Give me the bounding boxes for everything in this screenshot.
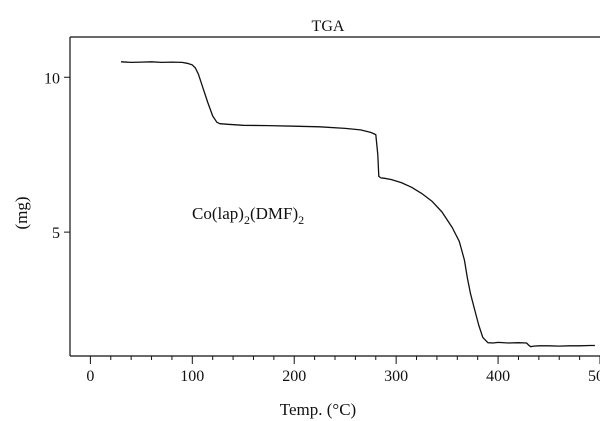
x-tick-label: 300 bbox=[384, 368, 408, 385]
x-tick-label: 0 bbox=[86, 368, 94, 385]
x-tick-label: 100 bbox=[180, 368, 204, 385]
annotation-middle: (DMF) bbox=[250, 204, 298, 223]
x-axis-ticks: 0 100 200 300 400 500 bbox=[86, 356, 600, 385]
x-tick-label: 200 bbox=[282, 368, 306, 385]
annotation-base: Co(lap) bbox=[192, 204, 244, 223]
y-tick-label: 5 bbox=[52, 225, 60, 242]
y-tick-label: 10 bbox=[44, 70, 60, 87]
chart-title: TGA bbox=[312, 18, 345, 35]
compound-annotation: Co(lap)2(DMF)2 bbox=[192, 204, 304, 227]
series-layer bbox=[120, 61, 595, 348]
x-tick-label: 500 bbox=[588, 368, 600, 385]
annotation-subscript-2: 2 bbox=[298, 213, 304, 227]
x-tick-label: 400 bbox=[486, 368, 510, 385]
mass-loss-curve bbox=[120, 61, 595, 348]
annotation-subscript-1: 2 bbox=[244, 213, 250, 227]
x-axis-label: Temp. (°C) bbox=[280, 400, 356, 419]
plot-frame bbox=[69, 36, 600, 357]
y-axis-ticks: 5 10 bbox=[44, 70, 70, 242]
y-axis-label: (mg) bbox=[12, 196, 31, 229]
